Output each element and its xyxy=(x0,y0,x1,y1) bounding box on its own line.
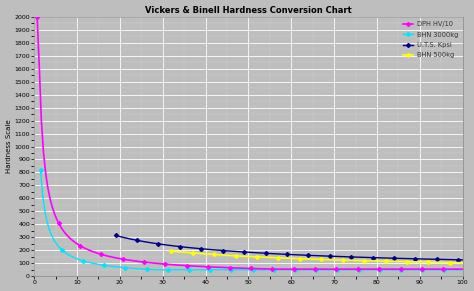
U.T.S. Kpsi xyxy=(211,248,217,252)
BHN 3000kg xyxy=(38,168,44,172)
BHN 500kg xyxy=(207,253,213,256)
BHN 500kg xyxy=(224,253,230,257)
DPH HV/10 xyxy=(51,211,57,215)
U.T.S. Kpsi xyxy=(275,252,281,256)
Title: Vickers & Binell Hardness Conversion Chart: Vickers & Binell Hardness Conversion Cha… xyxy=(145,6,352,15)
Line: BHN 3000kg: BHN 3000kg xyxy=(39,169,464,271)
U.T.S. Kpsi xyxy=(383,256,388,260)
BHN 3000kg xyxy=(460,268,465,272)
U.T.S. Kpsi xyxy=(391,256,397,260)
U.T.S. Kpsi xyxy=(113,234,118,237)
DPH HV/10 xyxy=(426,267,431,271)
BHN 3000kg xyxy=(116,265,122,269)
BHN 500kg xyxy=(263,255,268,259)
BHN 3000kg xyxy=(63,251,69,255)
DPH HV/10 xyxy=(34,15,40,18)
BHN 500kg xyxy=(168,249,174,253)
BHN 3000kg xyxy=(426,268,431,272)
BHN 500kg xyxy=(336,258,341,262)
BHN 3000kg xyxy=(441,268,447,272)
Line: BHN 500kg: BHN 500kg xyxy=(170,250,464,264)
DPH HV/10 xyxy=(460,267,465,271)
DPH HV/10 xyxy=(440,267,446,271)
Y-axis label: Hardness Scale: Hardness Scale xyxy=(6,120,11,173)
BHN 3000kg xyxy=(55,244,60,247)
U.T.S. Kpsi xyxy=(194,246,200,250)
BHN 500kg xyxy=(460,261,465,265)
Line: DPH HV/10: DPH HV/10 xyxy=(36,15,464,271)
BHN 500kg xyxy=(190,251,195,255)
U.T.S. Kpsi xyxy=(460,258,465,262)
BHN 500kg xyxy=(267,256,273,259)
U.T.S. Kpsi xyxy=(207,248,213,251)
BHN 3000kg xyxy=(150,268,156,272)
DPH HV/10 xyxy=(272,267,277,271)
DPH HV/10 xyxy=(113,256,119,260)
DPH HV/10 xyxy=(147,261,153,265)
BHN 3000kg xyxy=(155,268,160,272)
DPH HV/10 xyxy=(60,228,65,232)
Legend: DPH HV/10, BHN 3000kg, U.T.S. Kpsi, BHN 500kg: DPH HV/10, BHN 3000kg, U.T.S. Kpsi, BHN … xyxy=(402,20,459,60)
Line: U.T.S. Kpsi: U.T.S. Kpsi xyxy=(114,234,464,261)
